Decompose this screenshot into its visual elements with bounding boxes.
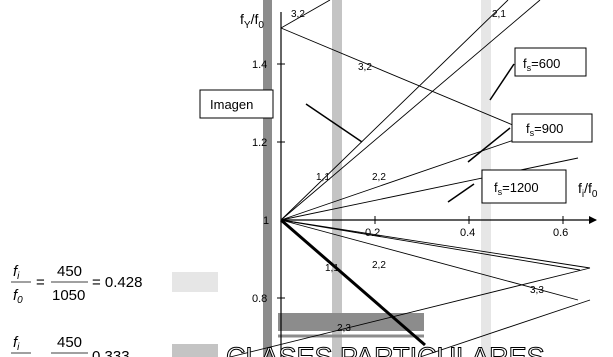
- line-2-3: [229, 267, 591, 357]
- label-3-3: 3,3: [530, 285, 544, 296]
- line-3-3: [280, 219, 581, 271]
- line-2-2-down: [280, 219, 579, 301]
- formula-1-swatch: [172, 272, 218, 292]
- band-fs900: [332, 0, 342, 357]
- svg-text:fi: fi: [13, 334, 20, 353]
- formula-1: fi f0 = 450 1050 = 0.428: [11, 263, 142, 306]
- line-labels: 3,2 3,2 2,1 1,1 2,2 1,1 2,2 3,3 2,3: [291, 9, 544, 334]
- svg-text:= 0.428: = 0.428: [92, 274, 142, 291]
- line-upper-extra: [280, 157, 579, 221]
- callout-fs1200-text: fs=1200: [494, 180, 539, 197]
- label-1-1-down: 1,1: [325, 263, 339, 274]
- svg-text:fi: fi: [13, 263, 20, 282]
- callout-pointers: [305, 63, 515, 203]
- line-2-1: [280, 0, 541, 221]
- callout-imagen-box: [199, 89, 274, 119]
- formula-2-swatch: [172, 344, 218, 357]
- callout-fs600-text: fs=600: [523, 56, 560, 73]
- y-tick-label-1.2: 1.2: [252, 137, 267, 149]
- y-tick-marks: [277, 63, 285, 299]
- label-3-2-top: 3,2: [291, 9, 305, 20]
- svg-text:=: =: [36, 274, 45, 291]
- label-2-1: 2,1: [492, 9, 506, 20]
- y-tick-label-1: 1: [263, 215, 269, 227]
- band-fs600: [263, 0, 272, 357]
- svg-text:1050: 1050: [52, 287, 85, 304]
- bottom-bar: [278, 313, 424, 331]
- callout-imagen-text: Imagen: [210, 97, 253, 112]
- line-3-2-mid: [280, 27, 521, 129]
- x-tick-label-0.6: 0.6: [553, 227, 568, 239]
- line-lower-extra: [280, 219, 591, 269]
- x-tick-label-0.4: 0.4: [460, 227, 475, 239]
- callout-fs900-text: fs=900: [526, 121, 563, 138]
- x-tick-marks: [374, 216, 564, 224]
- x-axis-label: fi/f0: [578, 180, 598, 200]
- callout-fs600-box: [514, 47, 587, 77]
- callout-fs900-box: [511, 113, 593, 143]
- label-2-2-up: 2,2: [372, 172, 386, 183]
- callout-fs1200-box: [481, 169, 567, 204]
- svg-text:f0: f0: [13, 287, 23, 306]
- label-1-1-up: 1,1: [316, 172, 330, 183]
- line-bottom-extra: [419, 299, 591, 357]
- watermark-text: CLASES PARTICULARES: [226, 342, 545, 357]
- svg-text:450: 450: [57, 334, 82, 351]
- label-2-3: 2,3: [337, 323, 351, 334]
- y-tick-label-1.4: 1.4: [252, 59, 267, 71]
- y-tick-label-0.8: 0.8: [252, 293, 267, 305]
- label-3-2-mid: 3,2: [358, 62, 372, 73]
- svg-text:450: 450: [57, 263, 82, 280]
- svg-text:0.333: 0.333: [92, 348, 130, 357]
- line-1-1-up: [280, 0, 509, 221]
- y-axis-label: fY/f0: [240, 11, 264, 31]
- x-axis-arrow: [589, 216, 597, 224]
- formula-2: fi 450 0.333: [11, 334, 130, 357]
- line-3-2-top: [280, 0, 331, 29]
- label-2-2-down: 2,2: [372, 260, 386, 271]
- alias-lines: [229, 0, 591, 357]
- line-1-1-down: [280, 218, 426, 347]
